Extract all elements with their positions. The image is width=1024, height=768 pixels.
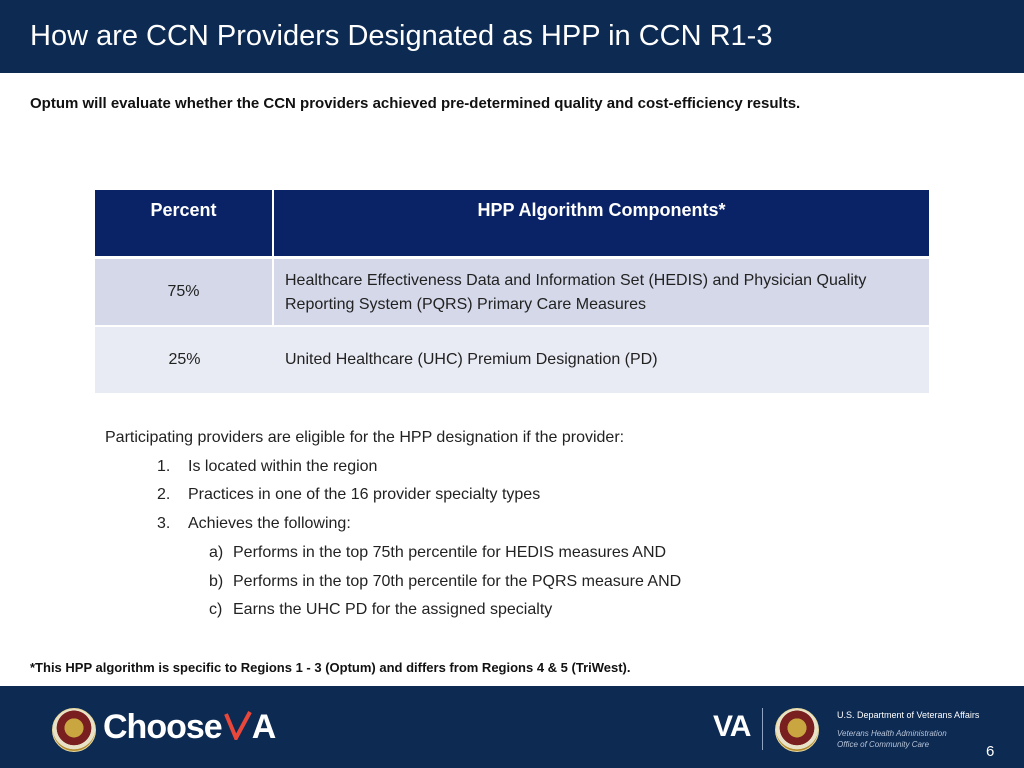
page-number: 6 (986, 743, 995, 760)
header-components: HPP Algorithm Components* (477, 200, 726, 220)
footer-bar: Choose A VA U.S. Department of Veterans … (0, 686, 1024, 768)
list-marker: b) (209, 572, 224, 590)
list-marker: 3. (157, 515, 171, 533)
hpp-table: Percent HPP Algorithm Components* 75% He… (95, 190, 929, 393)
row-component: Healthcare Effectiveness Data and Inform… (285, 272, 867, 313)
list-item: 2. Practices in one of the 16 provider sp… (105, 481, 681, 510)
list-marker: 2. (157, 486, 171, 504)
dept-line-2: Office of Community Care (837, 740, 930, 749)
header-bar: How are CCN Providers Designated as HPP … (0, 0, 1024, 73)
table-row: 25% United Healthcare (UHC) Premium Desi… (95, 327, 929, 393)
list-marker: 1. (157, 457, 171, 475)
table-row: 75% Healthcare Effectiveness Data and In… (95, 259, 929, 327)
va-seal-icon (52, 708, 96, 752)
eligibility-list: Participating providers are eligible for… (105, 424, 681, 625)
list-item: 3. Achieves the following: (105, 510, 681, 539)
list-marker: a) (209, 543, 224, 561)
row-percent: 75% (95, 259, 274, 325)
row-percent: 25% (168, 351, 201, 368)
check-v-icon (223, 711, 252, 740)
sub-list-item: c) Earns the UHC PD for the assigned spec… (105, 596, 681, 625)
dept-line-1: Veterans Health Administration (837, 729, 947, 738)
list-marker: c) (209, 601, 223, 619)
header-percent: Percent (95, 190, 274, 256)
list-item: 1. Is located within the region (105, 453, 681, 482)
department-name: U.S. Department of Veterans Affairs (837, 710, 980, 720)
va-logo: VA (713, 710, 751, 743)
subtitle: Optum will evaluate whether the CCN prov… (30, 95, 801, 112)
list-text: Achieves the following: (188, 515, 351, 533)
list-text: Is located within the region (188, 457, 378, 475)
department-sub: Veterans Health Administration Office of… (837, 728, 947, 750)
row-component: United Healthcare (UHC) Premium Designat… (285, 351, 658, 368)
divider (762, 708, 763, 750)
va-seal-icon (775, 708, 819, 752)
list-text: Performs in the top 75th percentile for … (233, 543, 667, 561)
table-header-row: Percent HPP Algorithm Components* (95, 190, 929, 259)
brand-text: Choose (103, 708, 223, 746)
list-text: Performs in the top 70th percentile for … (233, 572, 682, 590)
sub-list-item: a) Performs in the top 75th percentile fo… (105, 539, 681, 568)
list-text: Earns the UHC PD for the assigned specia… (233, 601, 553, 619)
choose-va-logo: Choose A (103, 708, 277, 747)
page-title: How are CCN Providers Designated as HPP … (30, 20, 773, 52)
eligibility-lead: Participating providers are eligible for… (105, 429, 625, 446)
sub-list-item: b) Performs in the top 70th percentile fo… (105, 568, 681, 597)
list-text: Practices in one of the 16 provider spec… (188, 486, 541, 504)
brand-accent: A (251, 708, 277, 746)
footnote: *This HPP algorithm is specific to Regio… (30, 660, 631, 675)
